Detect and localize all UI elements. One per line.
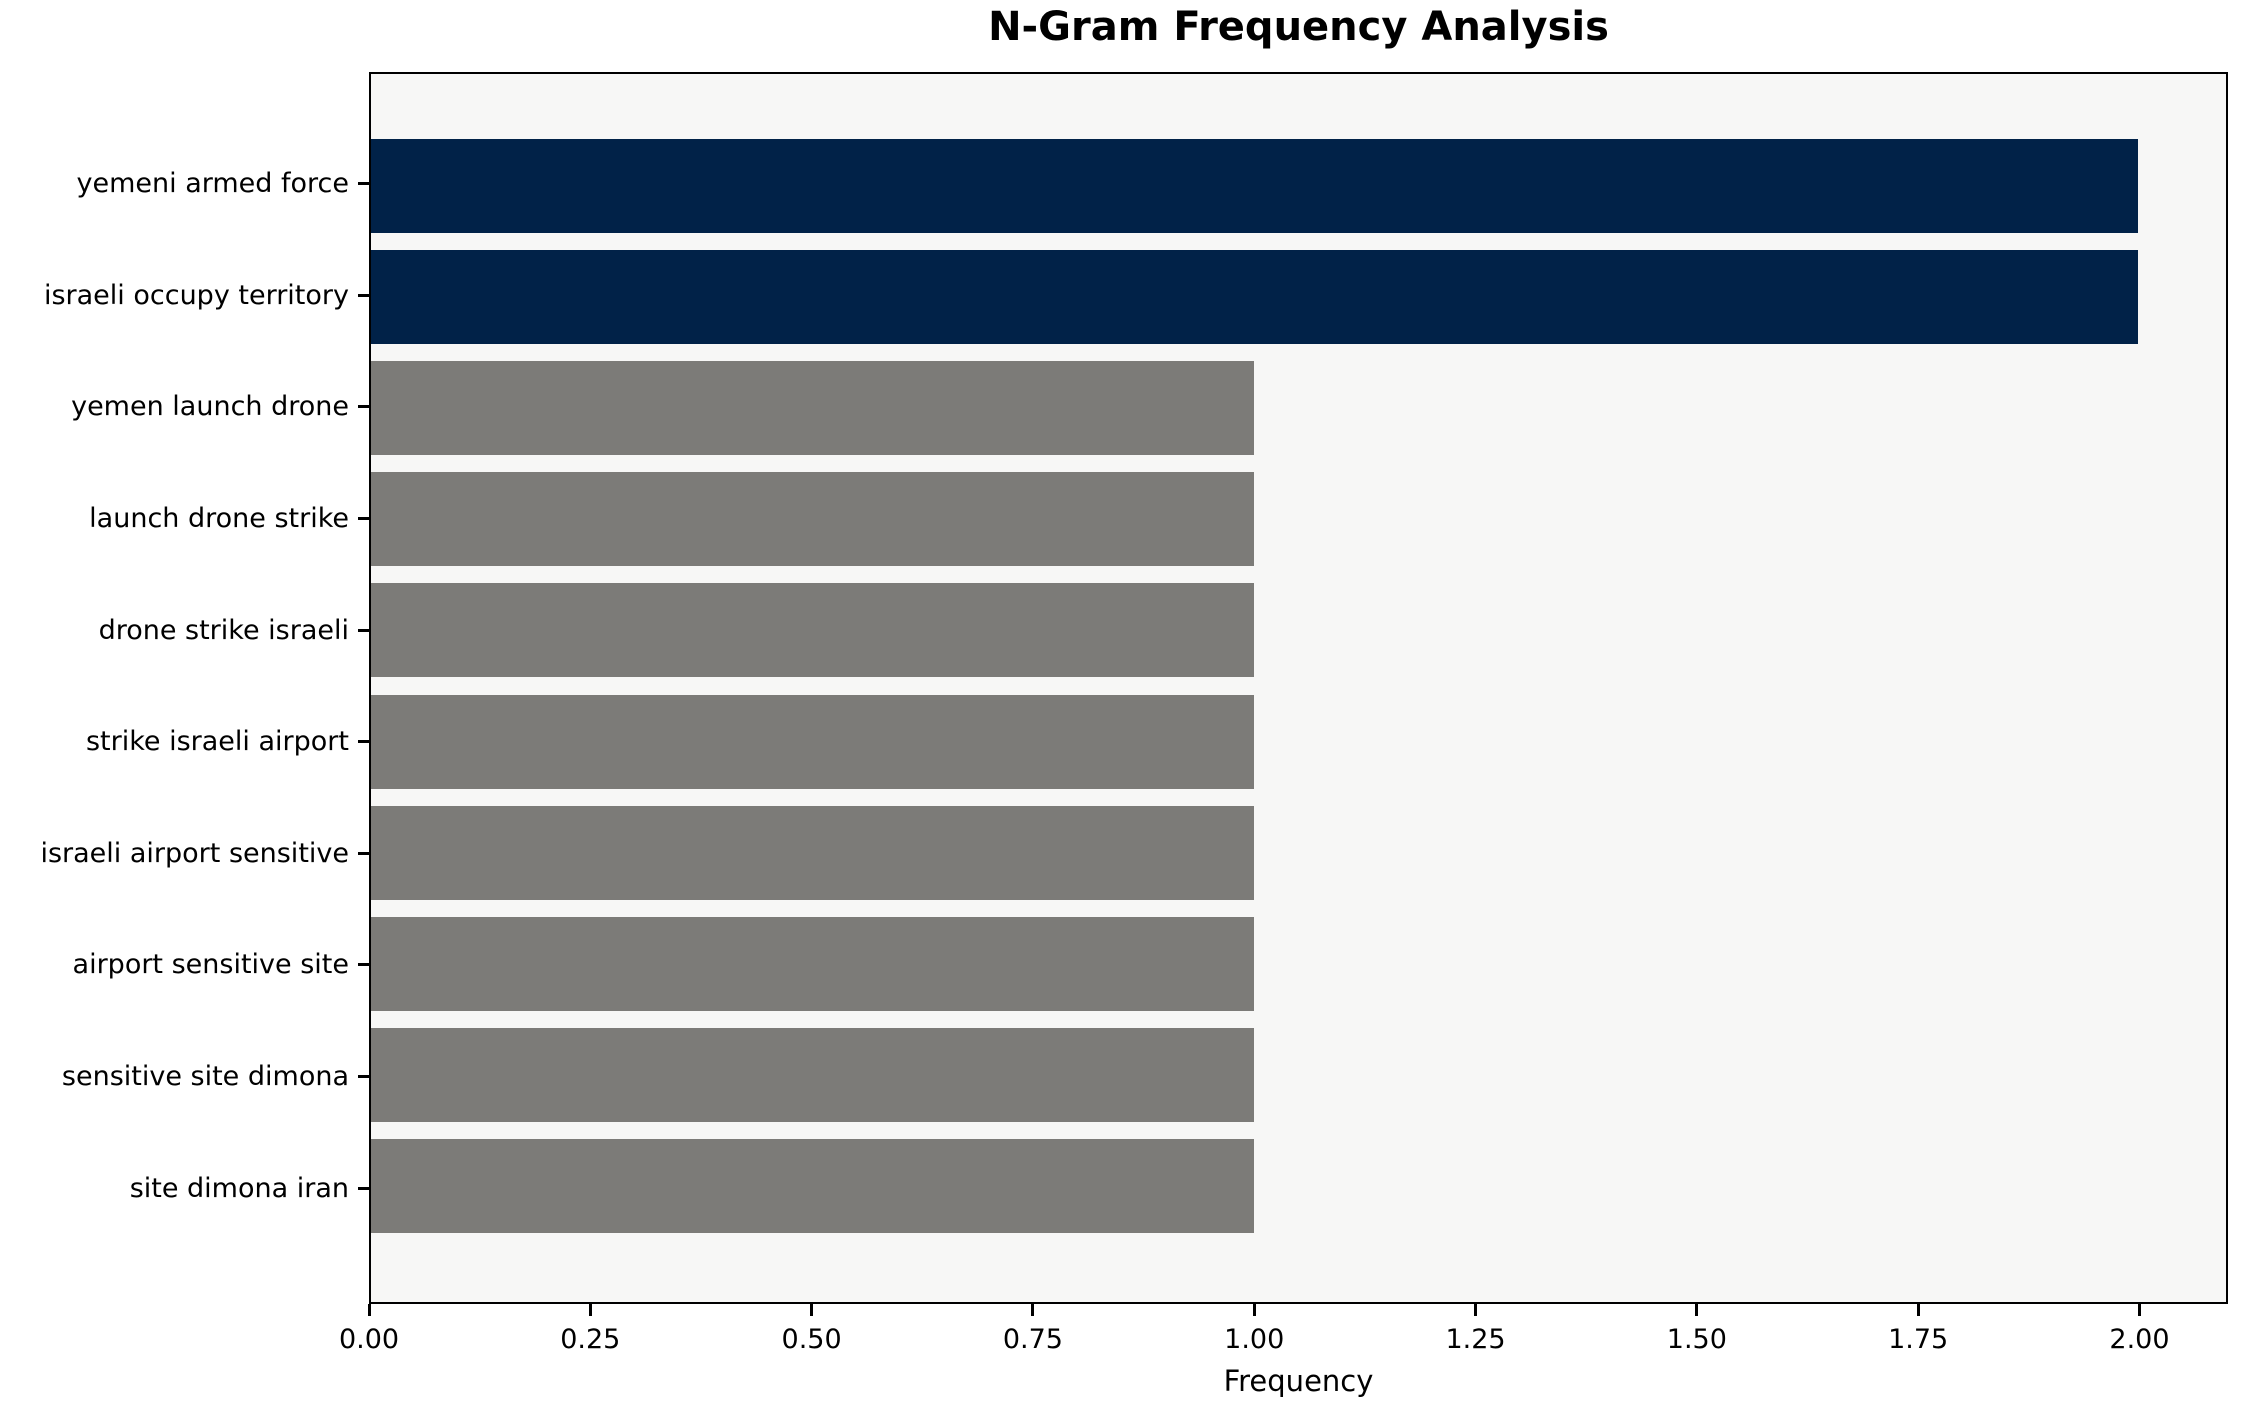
bar-row [371, 241, 2226, 352]
y-tick-label: yemeni armed force [76, 168, 350, 200]
x-axis-label: Frequency [1223, 1364, 1374, 1398]
y-tick-label: yemen launch drone [71, 391, 349, 423]
bar-row [371, 352, 2226, 463]
bar [371, 583, 1255, 678]
x-tick-mark [810, 1304, 814, 1316]
x-tick-label: 0.25 [560, 1324, 621, 1355]
x-tick-mark [1252, 1304, 1256, 1316]
x-tick-label: 1.00 [1224, 1324, 1285, 1355]
bar [371, 138, 2138, 233]
y-tick-mark [358, 628, 369, 632]
y-tick: yemen launch drone [0, 351, 369, 463]
bar-row [371, 1020, 2226, 1131]
y-tick-mark [358, 963, 369, 967]
y-tick: site dimona iran [0, 1132, 369, 1244]
bar-row [371, 575, 2226, 686]
x-tick-label: 0.50 [781, 1324, 842, 1355]
x-tick-label: 1.50 [1666, 1324, 1727, 1355]
bar [371, 361, 1255, 455]
chart-title: N-Gram Frequency Analysis [988, 4, 1609, 50]
bar-row [371, 464, 2226, 575]
x-tick-mark [367, 1304, 371, 1316]
y-tick-mark [358, 851, 369, 855]
y-tick-label: airport sensitive site [72, 949, 349, 981]
y-tick-mark [358, 182, 369, 186]
x-tick-mark [1916, 1304, 1920, 1316]
bar [371, 917, 1255, 1012]
y-tick: strike israeli airport [0, 686, 369, 798]
x-tick-label: 1.25 [1445, 1324, 1506, 1355]
y-axis-labels: yemeni armed force israeli occupy territo… [0, 72, 369, 1304]
bar [371, 805, 1255, 900]
bar-row [371, 130, 2226, 241]
x-tick-label: 0.75 [1002, 1324, 1063, 1355]
y-tick-mark [358, 1186, 369, 1190]
y-tick-label: sensitive site dimona [61, 1061, 349, 1093]
bars [371, 74, 2226, 1302]
x-tick-mark [2137, 1304, 2141, 1316]
y-tick: sensitive site dimona [0, 1021, 369, 1133]
x-tick-mark [1031, 1304, 1035, 1316]
x-axis: 0.00 0.25 0.50 0.75 1.00 1.25 1.50 1.75 2.00 [339, 1304, 2228, 1374]
x-tick-mark [1695, 1304, 1699, 1316]
y-tick: drone strike israeli [0, 574, 369, 686]
y-tick: launch drone strike [0, 463, 369, 575]
bar [371, 1028, 1255, 1123]
bar-row [371, 797, 2226, 908]
bar-row [371, 1131, 2226, 1242]
y-tick-mark [358, 293, 369, 297]
x-tick-label: 1.75 [1888, 1324, 1949, 1355]
y-tick: airport sensitive site [0, 909, 369, 1021]
y-tick-label: israeli occupy territory [43, 279, 349, 311]
y-tick-mark [358, 740, 369, 744]
bar-row [371, 908, 2226, 1019]
y-tick-label: drone strike israeli [98, 614, 349, 646]
y-tick-label: strike israeli airport [85, 726, 349, 758]
y-tick: israeli occupy territory [0, 240, 369, 352]
y-tick: israeli airport sensitive [0, 798, 369, 910]
plot-area [369, 72, 2228, 1304]
x-tick-mark [1474, 1304, 1478, 1316]
x-tick-label: 2.00 [2109, 1324, 2170, 1355]
y-tick-label: site dimona iran [129, 1172, 349, 1204]
bar [371, 472, 1255, 567]
y-tick-mark [358, 517, 369, 521]
y-tick-label: israeli airport sensitive [40, 837, 349, 869]
x-tick-label: 0.00 [338, 1324, 400, 1355]
y-tick: yemeni armed force [0, 128, 369, 240]
bar [371, 249, 2138, 344]
bar-row [371, 686, 2226, 797]
bar [371, 1139, 1255, 1234]
bar [371, 694, 1255, 789]
y-tick-label: launch drone strike [89, 503, 349, 535]
x-tick-mark [588, 1304, 592, 1316]
y-tick-mark [358, 405, 369, 409]
y-tick-mark [358, 1075, 369, 1079]
